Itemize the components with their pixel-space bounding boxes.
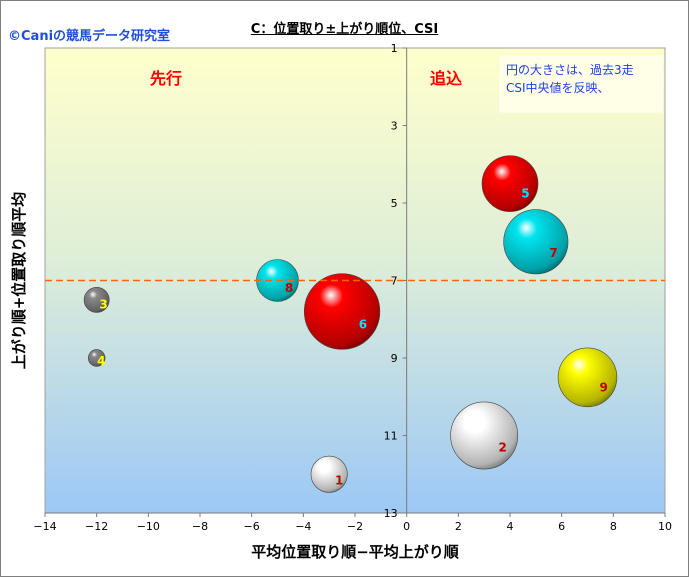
bubble-label-1: 1 bbox=[335, 474, 343, 488]
x-tick-label: 0 bbox=[403, 520, 410, 533]
y-tick-label: 9 bbox=[391, 352, 398, 365]
bubble-5 bbox=[481, 155, 539, 212]
x-tick-label: 6 bbox=[558, 520, 565, 533]
bubble-7 bbox=[503, 209, 569, 275]
note-line-2: CSI中央値を反映、 bbox=[506, 80, 610, 95]
bubble-label-8: 8 bbox=[285, 281, 293, 295]
y-tick-label: 5 bbox=[391, 197, 398, 210]
bubble-1 bbox=[310, 455, 348, 493]
x-axis-label: 平均位置取り順−平均上がり順 bbox=[251, 543, 460, 561]
bubble-4 bbox=[87, 349, 106, 367]
region-label-closer: 追込 bbox=[430, 69, 462, 88]
x-tick-label: −4 bbox=[295, 520, 311, 533]
x-tick-label: 2 bbox=[455, 520, 462, 533]
y-tick-label: 13 bbox=[384, 507, 398, 520]
chart-title: C：位置取り±上がり順位、CSI bbox=[0, 18, 689, 37]
bubble-label-4: 4 bbox=[97, 354, 105, 368]
x-tick-label: 8 bbox=[610, 520, 617, 533]
x-tick-label: −10 bbox=[137, 520, 160, 533]
x-tick-label: −6 bbox=[244, 520, 260, 533]
bubble-label-7: 7 bbox=[549, 246, 557, 260]
bubble-label-2: 2 bbox=[498, 440, 506, 454]
x-tick-label: 10 bbox=[658, 520, 672, 533]
bubble-6 bbox=[303, 273, 381, 350]
note-box bbox=[499, 55, 663, 113]
note-line-1: 円の大きさは、過去3走 bbox=[506, 63, 634, 77]
y-tick-label: 1 bbox=[391, 42, 398, 55]
region-label-lead: 先行 bbox=[150, 69, 182, 88]
bubble-label-9: 9 bbox=[599, 381, 607, 395]
y-axis-label: 上がり順+位置取り順平均 bbox=[10, 192, 28, 370]
bubble-2 bbox=[450, 401, 519, 470]
x-tick-label: 4 bbox=[507, 520, 514, 533]
copyright-text: ©Caniの競馬データ研究室 bbox=[8, 29, 171, 44]
bubble-label-3: 3 bbox=[99, 297, 107, 311]
bubble-label-5: 5 bbox=[521, 186, 529, 200]
x-tick-label: −12 bbox=[85, 520, 108, 533]
bubble-3 bbox=[83, 286, 110, 313]
chart-title-text: C：位置取り±上がり順位、CSI bbox=[250, 22, 439, 37]
x-tick-label: −8 bbox=[192, 520, 208, 533]
bubble-label-6: 6 bbox=[359, 318, 367, 332]
y-tick-label: 3 bbox=[391, 120, 398, 133]
y-tick-label: 7 bbox=[391, 275, 398, 288]
bubble-9 bbox=[557, 347, 618, 408]
y-tick-label: 11 bbox=[384, 430, 398, 443]
bubbles: 1 2 3 4 5 6 7 8 9 bbox=[83, 155, 618, 493]
x-tick-label: −14 bbox=[33, 520, 56, 533]
x-tick-label: −2 bbox=[347, 520, 363, 533]
